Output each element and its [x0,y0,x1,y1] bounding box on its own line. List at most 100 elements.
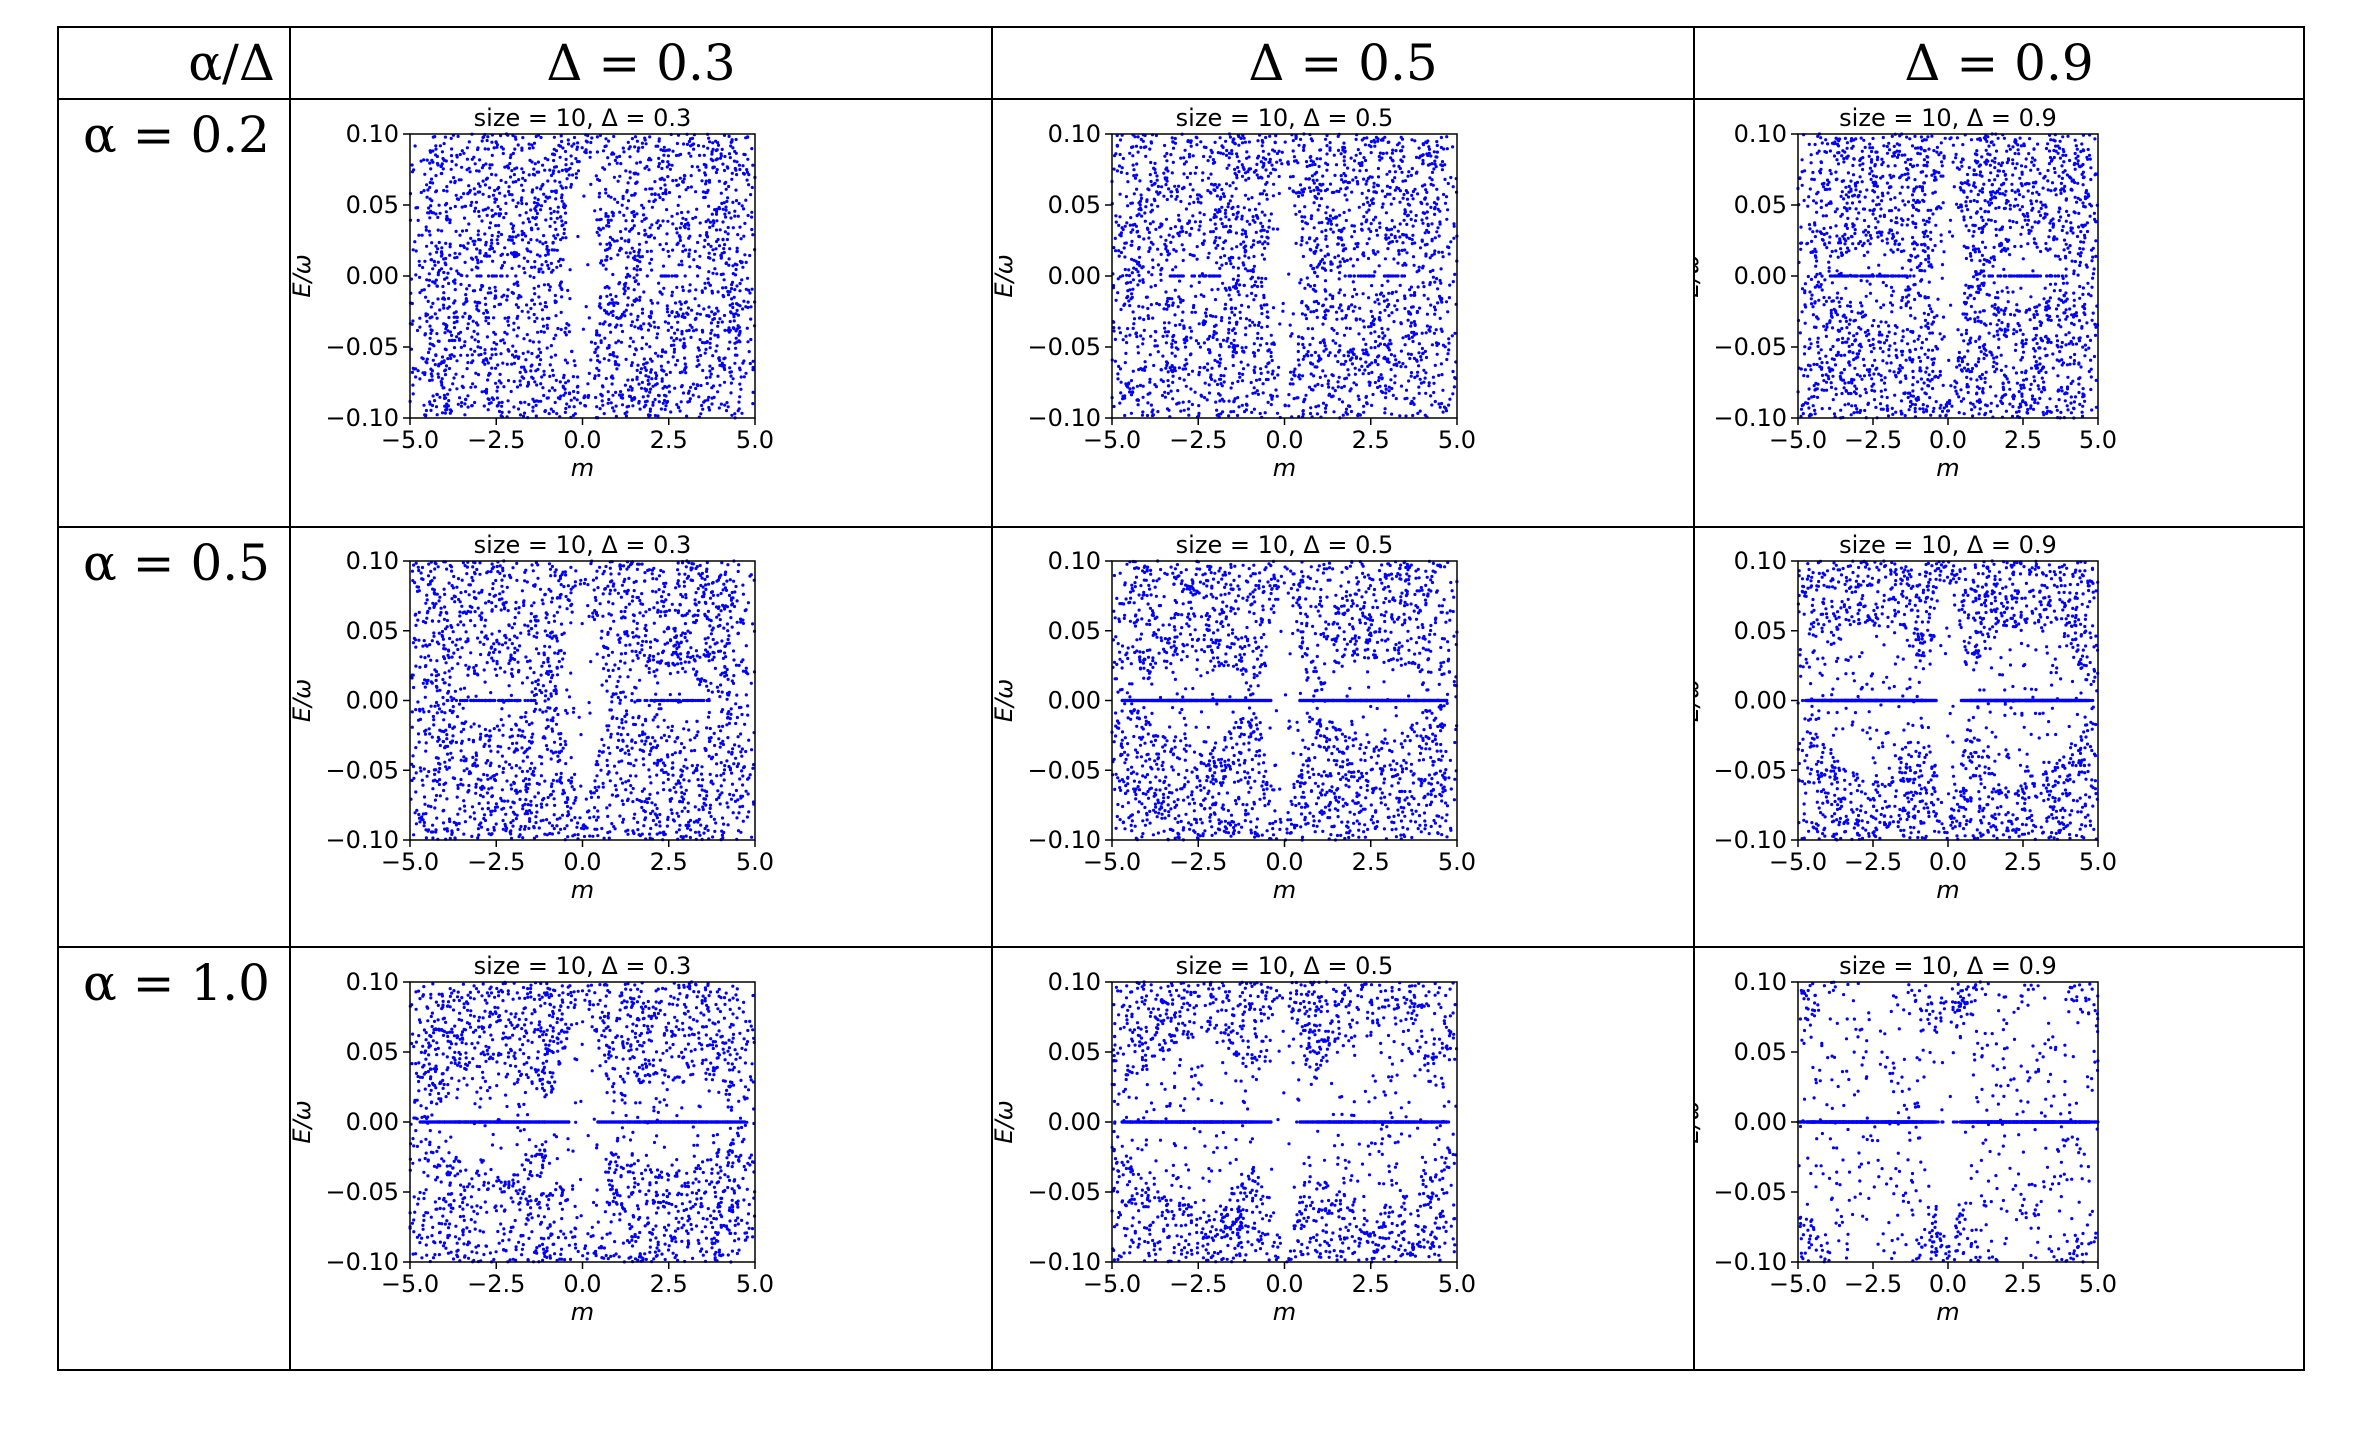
x-axis-label: m [1936,1298,1959,1326]
x-tick-label: −2.5 [1844,426,1902,454]
chart-title: size = 10, Δ = 0.5 [1176,531,1394,559]
y-tick-label: 0.05 [346,191,399,219]
x-axis-label: m [571,876,594,904]
y-tick-label: 0.10 [1734,968,1787,996]
x-tick-label: 5.0 [1438,1270,1476,1298]
chart-title: size = 10, Δ = 0.9 [1839,952,2057,980]
x-tick-label: 2.5 [1352,426,1390,454]
x-tick-label: −2.5 [1169,1270,1227,1298]
scatter-points [1110,980,1459,1264]
x-tick-label: −2.5 [1844,848,1902,876]
y-axis-label: E/ω [993,679,1018,722]
x-tick-label: 2.5 [2004,848,2042,876]
x-tick-label: 2.5 [650,1270,688,1298]
row-header-alpha-1.0: α = 1.0 [57,946,291,1371]
chart-title: size = 10, Δ = 0.3 [474,952,692,980]
scatter-points [1796,559,2100,842]
y-tick-label: −0.10 [325,1248,399,1276]
x-tick-label: 5.0 [1438,426,1476,454]
plot-cell: size = 10, Δ = 0.9 −5.0 −2.5 0.0 2.5 5.0 0.10 0… [1695,528,2303,946]
y-tick-label: 0.00 [1048,262,1101,290]
x-tick-label: 2.5 [1352,848,1390,876]
plot-cell: size = 10, Δ = 0.3 −5.0 −2.5 0.0 2.5 5.0 0.10 0… [291,948,991,1369]
x-tick-label: −5.0 [1083,426,1141,454]
y-tick-label: 0.05 [346,1038,399,1066]
scatter-points [409,559,757,842]
chart-title: size = 10, Δ = 0.9 [1839,104,2057,132]
y-tick-label: −0.10 [1027,404,1101,432]
y-tick-label: −0.10 [1713,1248,1787,1276]
scatter-points [1110,132,1459,420]
x-tick-label: −2.5 [1169,848,1227,876]
y-axis-label: E/ω [291,1100,316,1143]
y-tick-label: 0.00 [1048,687,1101,715]
x-tick-label: 5.0 [2079,1270,2117,1298]
y-tick-label: −0.10 [1713,404,1787,432]
y-tick-label: 0.10 [1734,547,1787,575]
y-axis-label: E/ω [291,254,316,297]
y-axis-label: E/ω [1695,254,1704,297]
y-tick-label: 0.05 [1734,191,1787,219]
plot-cell: size = 10, Δ = 0.5 −5.0 −2.5 0.0 2.5 5.0 0.10 0… [993,948,1693,1369]
x-tick-label: −5.0 [1769,1270,1827,1298]
y-tick-label: −0.05 [325,756,399,784]
x-tick-label: −5.0 [1769,848,1827,876]
column-header-delta-0.9: Δ = 0.9 [1693,26,2305,100]
x-tick-label: −2.5 [1844,1270,1902,1298]
scatter-points [408,132,757,420]
x-tick-label: 0.0 [1929,848,1967,876]
scatter-chart: size = 10, Δ = 0.9 −5.0 −2.5 0.0 2.5 5.0 0.10 0… [1695,531,2117,904]
y-tick-label: 0.00 [346,1108,399,1136]
y-tick-label: 0.00 [1734,687,1787,715]
x-tick-label: −5.0 [1083,1270,1141,1298]
y-tick-label: −0.10 [325,404,399,432]
y-tick-label: 0.10 [1048,120,1101,148]
chart-title: size = 10, Δ = 0.9 [1839,531,2057,559]
y-tick-label: 0.00 [1734,1108,1787,1136]
x-tick-label: 0.0 [563,426,601,454]
x-tick-label: 0.0 [563,1270,601,1298]
y-tick-label: −0.10 [1027,1248,1101,1276]
y-axis-label: E/ω [1695,679,1704,722]
chart-title: size = 10, Δ = 0.5 [1176,104,1394,132]
y-tick-label: 0.05 [1048,617,1101,645]
x-tick-label: 0.0 [1265,1270,1303,1298]
x-tick-label: −2.5 [467,1270,525,1298]
scatter-chart: size = 10, Δ = 0.3 −5.0 −2.5 0.0 2.5 5.0 0.10 0… [291,104,774,482]
x-tick-label: 2.5 [650,848,688,876]
x-axis-label: m [571,1298,594,1326]
chart-title: size = 10, Δ = 0.5 [1176,952,1394,980]
x-axis-label: m [1273,1298,1296,1326]
scatter-chart: size = 10, Δ = 0.9 −5.0 −2.5 0.0 2.5 5.0 0.10 0… [1695,952,2117,1326]
scatter-chart: size = 10, Δ = 0.3 −5.0 −2.5 0.0 2.5 5.0 0.10 0… [291,952,774,1326]
y-tick-label: −0.05 [325,333,399,361]
scatter-chart: size = 10, Δ = 0.5 −5.0 −2.5 0.0 2.5 5.0 0.10 0… [993,952,1476,1326]
y-axis-label: E/ω [993,254,1018,297]
y-tick-label: −0.05 [1713,756,1787,784]
y-axis-label: E/ω [993,1100,1018,1143]
x-tick-label: −2.5 [1169,426,1227,454]
x-tick-label: 2.5 [650,426,688,454]
y-tick-label: −0.05 [325,1178,399,1206]
y-tick-label: 0.05 [346,617,399,645]
scatter-points [1796,980,2100,1264]
scatter-chart: size = 10, Δ = 0.5 −5.0 −2.5 0.0 2.5 5.0 0.10 0… [993,104,1476,482]
x-tick-label: −5.0 [381,426,439,454]
plot-cell: size = 10, Δ = 0.9 −5.0 −2.5 0.0 2.5 5.0 0.10 0… [1695,948,2303,1369]
x-tick-label: −2.5 [467,848,525,876]
y-tick-label: −0.05 [1713,1178,1787,1206]
chart-title: size = 10, Δ = 0.3 [474,104,692,132]
y-tick-label: 0.10 [346,968,399,996]
x-tick-label: −5.0 [381,848,439,876]
y-tick-label: 0.00 [346,687,399,715]
scatter-chart: size = 10, Δ = 0.5 −5.0 −2.5 0.0 2.5 5.0 0.10 0… [993,531,1476,904]
plot-cell: size = 10, Δ = 0.5 −5.0 −2.5 0.0 2.5 5.0 0.10 0… [993,528,1693,946]
row-header-alpha-0.5: α = 0.5 [57,526,291,948]
scatter-points [1110,559,1459,842]
y-tick-label: −0.05 [1027,333,1101,361]
x-tick-label: 2.5 [2004,426,2042,454]
y-tick-label: −0.05 [1027,756,1101,784]
y-tick-label: −0.05 [1027,1178,1101,1206]
y-tick-label: 0.10 [1048,547,1101,575]
x-axis-label: m [1273,876,1296,904]
